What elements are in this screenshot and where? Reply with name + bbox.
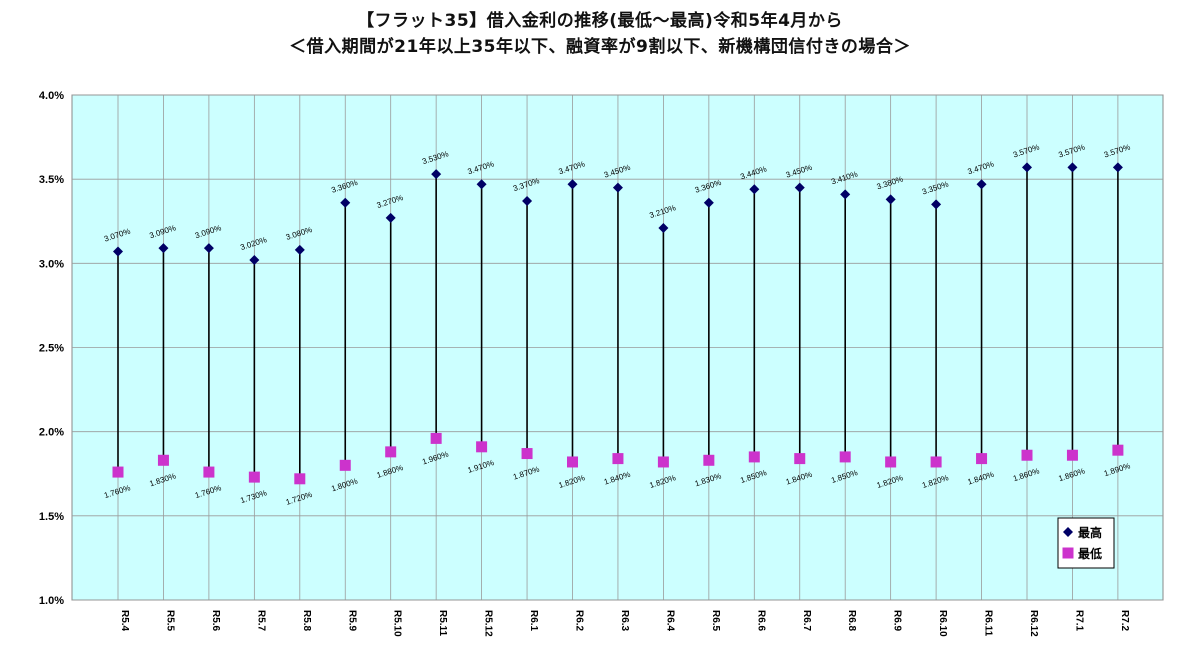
x-tick-label: R6.12 [1028, 610, 1039, 637]
x-tick-label: R6.5 [710, 610, 721, 632]
x-tick-label: R5.8 [301, 610, 312, 632]
x-tick-label: R6.7 [801, 610, 812, 632]
high-rate-marker [431, 169, 442, 180]
low-rate-marker [248, 471, 260, 483]
low-rate-marker [976, 453, 988, 465]
high-rate-marker [522, 196, 533, 207]
x-tick-label: R7.2 [1119, 610, 1130, 632]
x-tick-label: R6.8 [846, 610, 857, 632]
low-rate-marker [521, 448, 533, 460]
high-rate-marker [612, 182, 623, 193]
high-rate-marker [1067, 162, 1078, 173]
x-tick-label: R5.4 [119, 610, 130, 632]
y-tick-label: 4.0% [39, 90, 64, 102]
high-rate-marker [931, 199, 942, 210]
high-rate-marker [840, 189, 851, 200]
legend-box [1057, 517, 1115, 569]
y-tick-label: 2.0% [39, 427, 64, 439]
x-tick-label: R6.6 [755, 610, 766, 632]
high-rate-marker [340, 197, 351, 208]
x-tick-label: R5.6 [210, 610, 221, 632]
legend-low-label: 最低 [1078, 546, 1102, 561]
legend-high-marker [1063, 527, 1073, 537]
high-rate-marker [113, 246, 123, 257]
high-rate-marker [476, 179, 487, 190]
low-rate-marker [476, 441, 488, 453]
high-rate-marker [1022, 162, 1032, 173]
high-rate-marker [203, 243, 214, 254]
y-tick-label: 2.5% [39, 343, 64, 355]
x-tick-label: R6.4 [664, 610, 675, 632]
low-rate-marker [430, 432, 442, 444]
y-tick-label: 3.0% [39, 258, 64, 270]
x-tick-label: R5.10 [392, 610, 403, 637]
x-tick-label: R6.2 [574, 610, 585, 632]
x-tick-label: R5.9 [346, 610, 357, 632]
x-tick-label: R6.10 [937, 610, 948, 637]
low-rate-marker [294, 473, 306, 485]
low-rate-marker [1021, 449, 1033, 461]
high-rate-marker [385, 212, 396, 223]
high-rate-marker [249, 254, 260, 265]
x-tick-label: R5.12 [483, 610, 494, 637]
low-rate-marker [1112, 444, 1124, 456]
low-rate-marker [748, 451, 760, 463]
high-rate-marker [658, 222, 669, 233]
low-rate-marker [203, 466, 215, 478]
x-tick-label: R6.3 [619, 610, 630, 632]
high-rate-marker [567, 179, 578, 190]
low-rate-marker [385, 446, 397, 458]
low-rate-marker [885, 456, 897, 468]
y-tick-label: 3.5% [39, 174, 64, 186]
low-rate-marker [1066, 449, 1078, 461]
low-rate-marker [930, 456, 942, 468]
x-tick-label: R6.1 [528, 610, 539, 632]
low-rate-marker [567, 456, 578, 468]
x-tick-label: R7.1 [1073, 610, 1084, 632]
title-line-1: 【フラット35】借入金利の推移(最低～最高)令和5年4月から [357, 11, 843, 31]
low-rate-marker [703, 454, 715, 466]
low-rate-marker [157, 454, 169, 466]
high-rate-marker [294, 244, 305, 255]
x-tick-label: R5.5 [164, 610, 175, 632]
low-rate-marker [612, 453, 624, 465]
legend-low-marker [1062, 547, 1074, 559]
high-rate-marker [1112, 162, 1123, 173]
chart-title: 【フラット35】借入金利の推移(最低～最高)令和5年4月から ＜借入期間が21年… [0, 8, 1200, 60]
low-rate-marker [794, 453, 806, 465]
y-tick-label: 1.5% [39, 511, 64, 523]
high-rate-marker [749, 184, 760, 195]
x-tick-label: R5.11 [437, 610, 448, 637]
x-tick-label: R5.7 [255, 610, 266, 632]
low-rate-marker [339, 459, 351, 471]
high-rate-marker [158, 243, 169, 254]
x-tick-label: R6.11 [983, 610, 994, 637]
x-tick-label: R6.9 [892, 610, 903, 632]
low-rate-marker [112, 466, 124, 478]
low-rate-marker [839, 451, 851, 463]
high-rate-marker [976, 179, 987, 190]
high-rate-marker [794, 182, 805, 193]
title-line-2: ＜借入期間が21年以上35年以下、融資率が9割以下、新機構団信付きの場合＞ [289, 37, 911, 57]
high-rate-marker [885, 194, 896, 205]
low-rate-marker [657, 456, 669, 468]
legend-high-label: 最高 [1078, 525, 1102, 540]
y-tick-label: 1.0% [39, 595, 64, 607]
high-rate-marker [703, 197, 714, 208]
